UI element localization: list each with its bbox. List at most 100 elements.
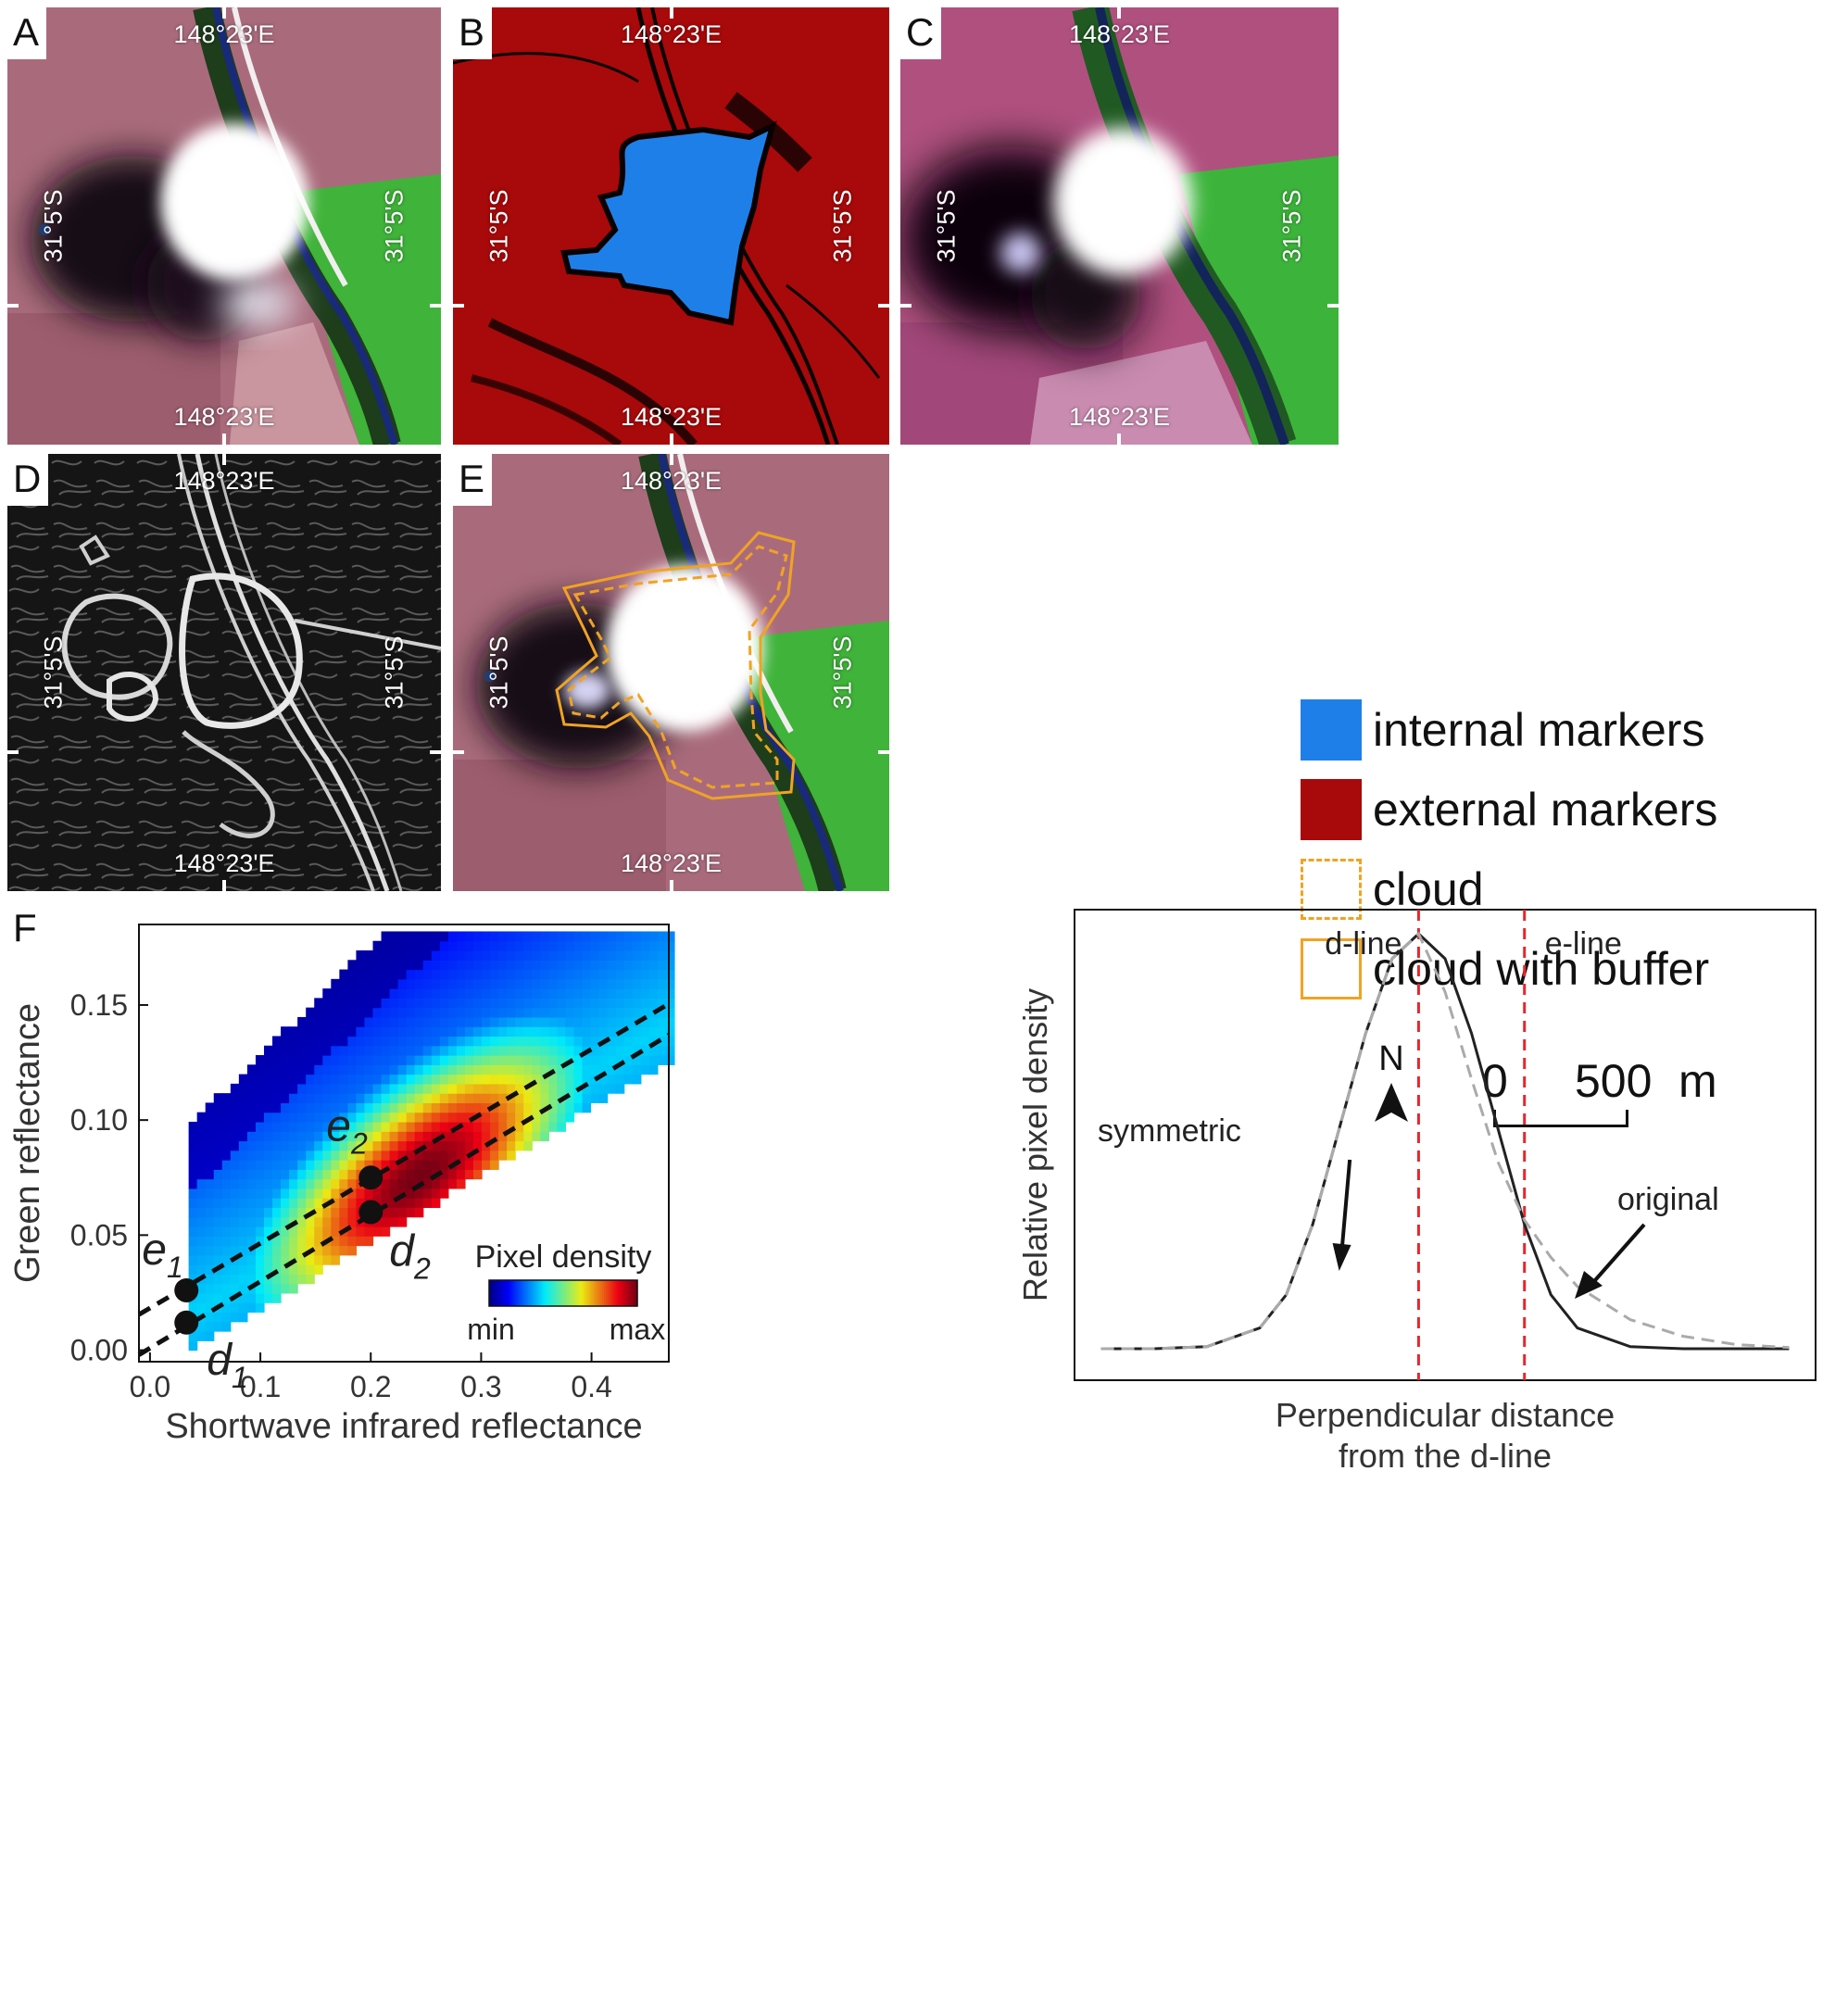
heatmap-cell xyxy=(331,1121,340,1132)
heatmap-cell xyxy=(188,1226,198,1237)
heatmap-cell xyxy=(347,1007,358,1018)
heatmap-cell xyxy=(281,1121,290,1132)
heatmap-cell xyxy=(456,1016,466,1027)
heatmap-cell xyxy=(482,1131,491,1142)
heatmap-cell xyxy=(397,1121,408,1132)
heatmap-cell xyxy=(356,1112,366,1123)
annotation-symmetric: symmetric xyxy=(1098,1113,1241,1149)
heatmap-cell xyxy=(255,1207,265,1218)
heatmap-cell xyxy=(431,1026,441,1037)
heatmap-cell xyxy=(322,1121,332,1132)
heatmap-cell xyxy=(372,1016,383,1027)
heatmap-cell xyxy=(196,1216,207,1227)
heatmap-cell xyxy=(372,1150,383,1161)
heatmap-cell xyxy=(331,1045,340,1056)
heatmap-cell xyxy=(381,1102,391,1113)
heatmap-cell xyxy=(515,931,524,942)
heatmap-cell xyxy=(431,1150,441,1161)
heatmap-cell xyxy=(272,1178,282,1189)
heatmap-cell xyxy=(548,1121,558,1132)
heatmap-cell xyxy=(372,1064,383,1075)
heatmap-cell xyxy=(532,1112,541,1123)
heatmap-cell xyxy=(464,978,474,989)
heatmap-cell xyxy=(498,1016,508,1027)
heatmap-cell xyxy=(447,1178,458,1189)
heatmap-cell xyxy=(439,1083,449,1094)
heatmap-cell xyxy=(381,1064,391,1075)
panel-b-tick-top xyxy=(670,7,673,19)
heatmap-cell xyxy=(515,1036,524,1047)
colorbar-step xyxy=(578,1280,581,1306)
colorbar-step xyxy=(563,1280,566,1306)
heatmap-cell xyxy=(640,1016,650,1027)
heatmap-cell xyxy=(507,940,516,951)
heatmap-cell xyxy=(389,1160,399,1170)
heatmap-cell xyxy=(640,1026,650,1037)
heatmap-cell xyxy=(331,1064,340,1075)
heatmap-cell xyxy=(263,1292,273,1303)
heatmap-cell xyxy=(447,998,458,1009)
heatmap-cell xyxy=(238,1131,248,1142)
heatmap-cell xyxy=(607,988,617,999)
heatmap-cell xyxy=(356,1188,366,1199)
heatmap-cell xyxy=(414,1102,424,1113)
heatmap-cell xyxy=(314,1131,323,1142)
heatmap-cell xyxy=(615,1074,625,1085)
legend-swatch-cloud-buffer xyxy=(1301,938,1362,1000)
heatmap-cell xyxy=(213,1093,223,1104)
heatmap-cell xyxy=(272,1207,282,1218)
panel-b-tick-left xyxy=(453,304,464,308)
heatmap-cell xyxy=(281,1274,290,1285)
heatmap-cell xyxy=(456,1178,466,1189)
heatmap-cell xyxy=(389,1198,399,1209)
heatmap-cell xyxy=(213,1274,223,1285)
heatmap-cell xyxy=(213,1188,223,1199)
heatmap-cell xyxy=(306,1036,315,1047)
panel-e-tick-right xyxy=(878,750,889,754)
heatmap-cell xyxy=(573,998,584,1009)
colorbar-frame xyxy=(488,1279,638,1307)
colorbar-step xyxy=(574,1280,577,1306)
heatmap-cell xyxy=(632,1064,642,1075)
heatmap-cell xyxy=(490,1140,499,1151)
heatmap-cell xyxy=(414,1207,424,1218)
heatmap-cell xyxy=(573,1064,584,1075)
colorbar-step xyxy=(489,1280,492,1306)
heatmap-cell xyxy=(464,1160,474,1170)
heatmap-cell xyxy=(565,1112,575,1123)
colorbar-step xyxy=(591,1280,594,1306)
heatmap-cell xyxy=(281,1198,290,1209)
heatmap-cell xyxy=(498,969,508,980)
heatmap-cell xyxy=(557,1007,567,1018)
heatmap-cell xyxy=(598,1016,609,1027)
heatmap-cell xyxy=(490,950,499,961)
heatmap-cell xyxy=(372,1188,383,1199)
legend-item-internal-markers: internal markers xyxy=(1301,690,1819,770)
heatmap-cell xyxy=(263,1245,273,1256)
colorbar-step xyxy=(493,1280,496,1306)
heatmap-cell xyxy=(590,1016,600,1027)
heatmap-cell xyxy=(422,1036,433,1047)
heatmap-cell xyxy=(246,1254,257,1265)
heatmap-cell xyxy=(246,1226,257,1237)
heatmap-cell xyxy=(607,1074,617,1085)
heatmap-cell xyxy=(490,1026,499,1037)
heatmap-cell xyxy=(297,1102,307,1113)
heatmap-cell xyxy=(623,960,634,971)
heatmap-cell xyxy=(322,1036,332,1047)
y-tick-label: 0.05 xyxy=(70,1218,128,1251)
heatmap-cell xyxy=(314,1188,323,1199)
heatmap-cell xyxy=(356,1198,366,1209)
heatmap-cell xyxy=(306,1198,315,1209)
north-arrow-icon xyxy=(1375,1083,1408,1122)
heatmap-cell xyxy=(364,1236,374,1247)
heatmap-cell xyxy=(213,1245,223,1256)
heatmap-cell xyxy=(447,1007,458,1018)
heatmap-cell xyxy=(221,1226,232,1237)
heatmap-cell xyxy=(289,1207,298,1218)
heatmap-cell xyxy=(573,1074,584,1085)
heatmap-cell xyxy=(255,1083,265,1094)
heatmap-cell xyxy=(548,988,558,999)
heatmap-cell xyxy=(297,1274,307,1285)
heatmap-cell xyxy=(372,1140,383,1151)
